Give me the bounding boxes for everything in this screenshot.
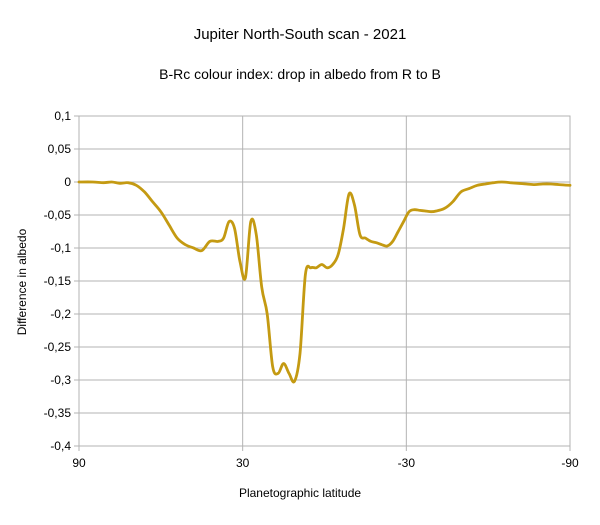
y-tick-label: 0,1 [54, 109, 71, 123]
x-tick-label: 30 [236, 456, 250, 470]
series-line [77, 180, 572, 384]
y-tick-label: -0,2 [50, 307, 71, 321]
x-axis: 90 30 -30 -90 [72, 446, 579, 470]
y-tick-label: -0,4 [50, 439, 71, 453]
y-tick-label: -0,25 [44, 340, 72, 354]
y-tick-label: -0,05 [44, 208, 72, 222]
y-axis: 0,1 0,05 0 -0,05 -0,1 -0,15 -0,2 -0,25 -0,3 -0,35… [44, 109, 79, 453]
y-tick-label: -0,15 [44, 274, 72, 288]
chart-title: Jupiter North-South scan - 2021 [193, 26, 407, 43]
chart-subtitle: B-Rc colour index: drop in albedo from R… [159, 66, 441, 82]
y-tick-label: 0 [64, 175, 71, 189]
y-tick-label: -0,3 [50, 373, 71, 387]
y-tick-label: -0,1 [50, 241, 71, 255]
x-tick-label: 90 [72, 456, 86, 470]
x-tick-label: -90 [561, 456, 579, 470]
y-axis-label: Difference in albedo [15, 228, 29, 336]
y-tick-label: 0,05 [48, 142, 72, 156]
gridlines [79, 115, 570, 447]
y-tick-label: -0,35 [44, 406, 72, 420]
x-tick-label: -30 [398, 456, 416, 470]
x-axis-label: Planetographic latitude [238, 486, 362, 500]
